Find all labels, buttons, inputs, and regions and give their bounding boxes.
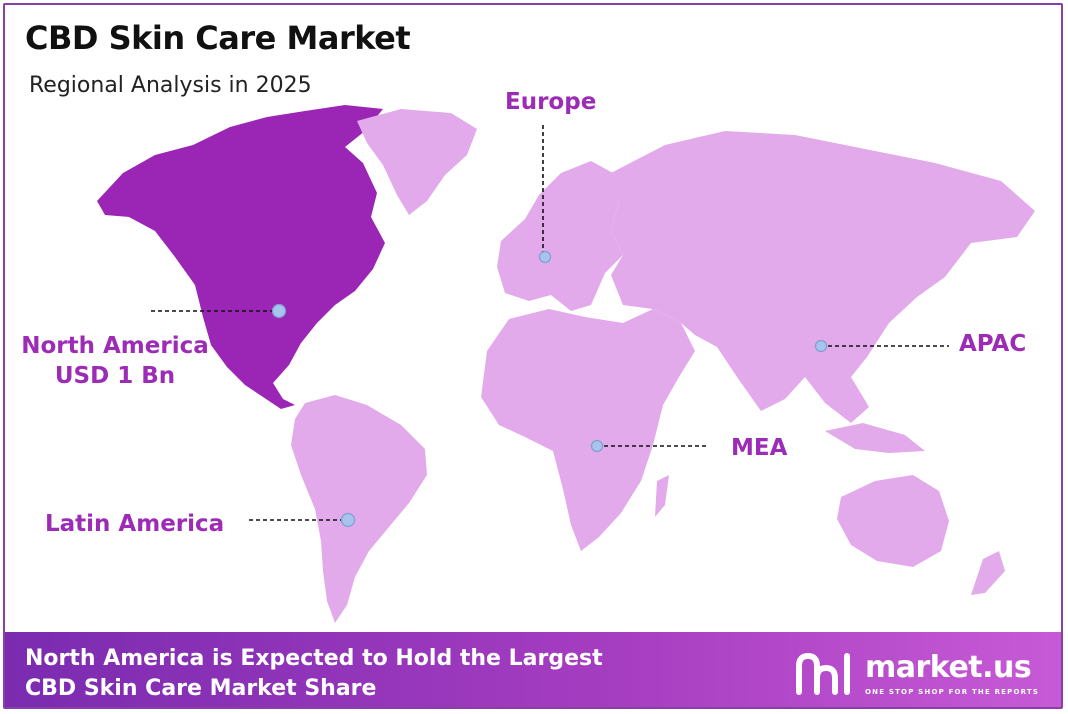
footer-banner: North America is Expected to Hold the La… (5, 632, 1061, 707)
world-map (97, 105, 1035, 623)
footer-text: North America is Expected to Hold the La… (25, 644, 603, 704)
region-greenland (357, 109, 477, 215)
brand-logo: market.us ONE STOP SHOP FOR THE REPORTS (793, 648, 1053, 700)
region-latin-america (291, 395, 427, 623)
region-apac (611, 131, 1035, 423)
market-us-logo-icon (796, 652, 850, 695)
apac-label: APAC (959, 331, 1027, 357)
brand-tagline: ONE STOP SHOP FOR THE REPORTS (865, 688, 1040, 696)
chart-subtitle: Regional Analysis in 2025 (29, 73, 312, 98)
north-america-value: USD 1 Bn (54, 363, 176, 389)
europe-label: Europe (505, 89, 597, 115)
europe-marker (538, 250, 552, 264)
north-america-name: North America (21, 333, 209, 359)
latin-america-marker (340, 512, 356, 528)
chart-title: CBD Skin Care Market (25, 19, 411, 57)
region-north-america (97, 105, 385, 409)
mea-marker (590, 439, 604, 453)
region-mea (481, 309, 695, 551)
footer-line-1: North America is Expected to Hold the La… (25, 646, 603, 671)
footer-line-2: CBD Skin Care Market Share (25, 676, 377, 701)
region-se-asia-islands (825, 423, 925, 453)
latin-america-label: Latin America (45, 511, 225, 537)
region-australia (837, 475, 949, 567)
mea-label: MEA (731, 435, 788, 461)
region-new-zealand (971, 551, 1005, 595)
north-america-marker (271, 303, 287, 319)
brand-name: market.us (865, 650, 1032, 685)
region-europe (497, 161, 623, 311)
infographic-frame: CBD Skin Care Market Regional Analysis i… (3, 3, 1063, 709)
region-madagascar (655, 475, 669, 517)
apac-marker (814, 339, 828, 353)
north-america-label: North America USD 1 Bn (21, 331, 209, 391)
